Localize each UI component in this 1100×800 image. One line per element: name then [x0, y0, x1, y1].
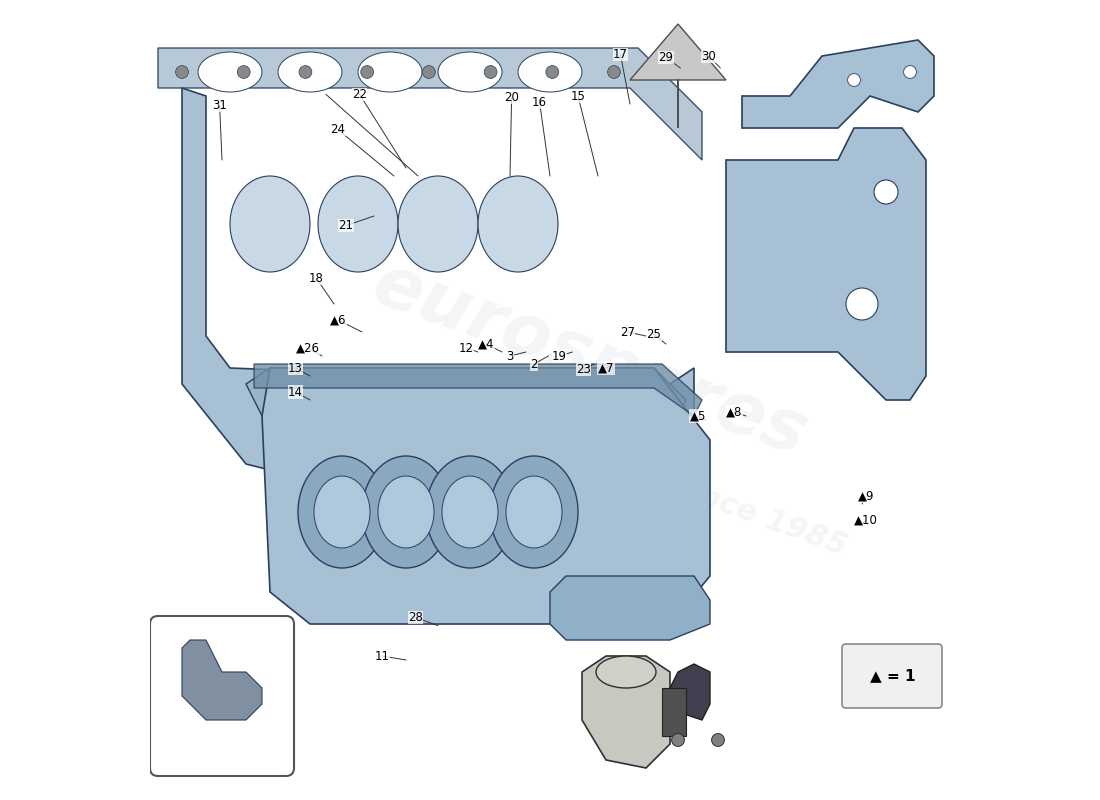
Text: 22: 22	[352, 88, 367, 101]
Circle shape	[422, 66, 436, 78]
Ellipse shape	[490, 456, 578, 568]
Circle shape	[672, 734, 684, 746]
Circle shape	[712, 734, 725, 746]
Text: 30: 30	[701, 50, 716, 62]
Text: 24: 24	[330, 123, 345, 136]
Ellipse shape	[198, 52, 262, 92]
Polygon shape	[582, 656, 670, 768]
Text: 13: 13	[288, 362, 302, 374]
Text: 18: 18	[309, 272, 323, 285]
Ellipse shape	[278, 52, 342, 92]
Text: 11: 11	[374, 650, 389, 662]
Ellipse shape	[314, 476, 370, 548]
Circle shape	[546, 66, 559, 78]
Polygon shape	[550, 576, 710, 640]
Text: 31: 31	[212, 99, 227, 112]
Text: 15: 15	[571, 90, 585, 102]
Ellipse shape	[438, 52, 502, 92]
Ellipse shape	[358, 52, 422, 92]
Text: 16: 16	[532, 96, 547, 109]
Text: ▲ = 1: ▲ = 1	[870, 669, 915, 683]
Polygon shape	[158, 48, 702, 160]
Ellipse shape	[426, 456, 514, 568]
Text: 28: 28	[408, 611, 424, 624]
Ellipse shape	[298, 456, 386, 568]
Circle shape	[874, 180, 898, 204]
Circle shape	[176, 66, 188, 78]
Text: 14: 14	[288, 386, 304, 398]
Text: eurospares: eurospares	[364, 250, 816, 470]
Text: 19: 19	[552, 350, 568, 362]
Text: ▲5: ▲5	[690, 410, 706, 422]
Ellipse shape	[596, 656, 656, 688]
Ellipse shape	[518, 52, 582, 92]
Text: ▲26: ▲26	[296, 342, 320, 354]
Text: 21: 21	[339, 219, 353, 232]
Text: 12: 12	[459, 342, 473, 354]
Text: 27: 27	[620, 326, 635, 338]
Polygon shape	[262, 368, 710, 624]
Ellipse shape	[398, 176, 478, 272]
Ellipse shape	[318, 176, 398, 272]
Text: ▲9: ▲9	[858, 490, 874, 502]
Ellipse shape	[442, 476, 498, 548]
Text: 3: 3	[506, 350, 514, 362]
FancyBboxPatch shape	[842, 644, 942, 708]
Polygon shape	[670, 664, 710, 720]
Polygon shape	[742, 40, 934, 128]
Circle shape	[903, 66, 916, 78]
Circle shape	[848, 74, 860, 86]
Circle shape	[846, 288, 878, 320]
Circle shape	[299, 66, 311, 78]
Ellipse shape	[506, 476, 562, 548]
Polygon shape	[630, 24, 726, 128]
Circle shape	[361, 66, 374, 78]
Polygon shape	[726, 128, 926, 400]
Text: 25: 25	[647, 328, 661, 341]
FancyBboxPatch shape	[150, 616, 294, 776]
Text: 20: 20	[504, 91, 519, 104]
Ellipse shape	[478, 176, 558, 272]
Polygon shape	[254, 364, 702, 416]
Polygon shape	[246, 368, 686, 456]
Text: 23: 23	[576, 363, 591, 376]
Circle shape	[238, 66, 250, 78]
Text: 2: 2	[530, 358, 538, 370]
Ellipse shape	[378, 476, 434, 548]
Text: ▲6: ▲6	[330, 314, 346, 326]
Text: automotive parts since 1985: automotive parts since 1985	[377, 366, 850, 562]
Text: ▲10: ▲10	[854, 514, 878, 526]
Text: ▲7: ▲7	[597, 362, 614, 374]
Bar	[662, 688, 686, 736]
Text: ▲8: ▲8	[726, 406, 742, 418]
Text: 17: 17	[613, 48, 628, 61]
Text: ▲4: ▲4	[477, 338, 494, 350]
Circle shape	[484, 66, 497, 78]
Circle shape	[607, 66, 620, 78]
Ellipse shape	[230, 176, 310, 272]
Ellipse shape	[362, 456, 450, 568]
Polygon shape	[182, 88, 694, 480]
Text: 29: 29	[659, 51, 673, 64]
Polygon shape	[182, 640, 262, 720]
